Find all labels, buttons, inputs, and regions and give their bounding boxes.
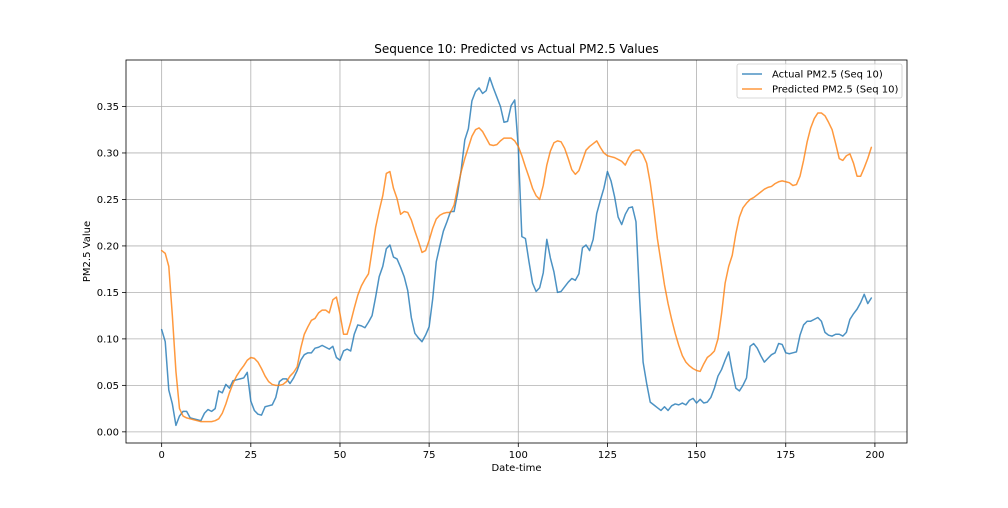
y-tick-label: 0.25	[97, 195, 119, 206]
x-tick-label: 100	[509, 450, 528, 461]
legend-label-predicted: Predicted PM2.5 (Seq 10)	[772, 85, 899, 96]
series-predicted-line	[160, 112, 873, 423]
x-axis-label: Date-time	[491, 463, 541, 474]
legend: Actual PM2.5 (Seq 10) Predicted PM2.5 (S…	[736, 63, 903, 99]
y-tick-label: 0.05	[97, 381, 119, 392]
x-tick-label: 50	[334, 450, 347, 461]
x-tick-label: 175	[776, 450, 795, 461]
legend-label-actual: Actual PM2.5 (Seq 10)	[772, 70, 883, 81]
x-tick-label: 200	[865, 450, 884, 461]
y-axis-ticks: 0.00 0.05 0.10 0.15 0.20 0.25 0.30 0.35	[97, 102, 126, 438]
y-tick-label: 0.20	[97, 241, 119, 252]
y-tick-label: 0.15	[97, 288, 119, 299]
chart-title: Sequence 10: Predicted vs Actual PM2.5 V…	[374, 42, 659, 56]
y-tick-label: 0.10	[97, 334, 119, 345]
x-axis-ticks: 0 25 50 75 100 125 150 175 200	[158, 443, 884, 461]
y-tick-label: 0.35	[97, 102, 119, 113]
x-tick-label: 75	[423, 450, 436, 461]
x-tick-label: 0	[158, 450, 164, 461]
plot-frame	[125, 59, 908, 444]
x-tick-label: 25	[244, 450, 257, 461]
x-tick-label: 150	[687, 450, 706, 461]
y-axis-label: PM2.5 Value	[82, 221, 93, 282]
series-layer	[160, 76, 873, 427]
series-actual-line	[160, 76, 873, 427]
y-tick-label: 0.00	[97, 427, 119, 438]
x-tick-label: 125	[598, 450, 617, 461]
grid	[126, 60, 907, 443]
legend-box	[736, 63, 903, 99]
y-tick-label: 0.30	[97, 148, 119, 159]
